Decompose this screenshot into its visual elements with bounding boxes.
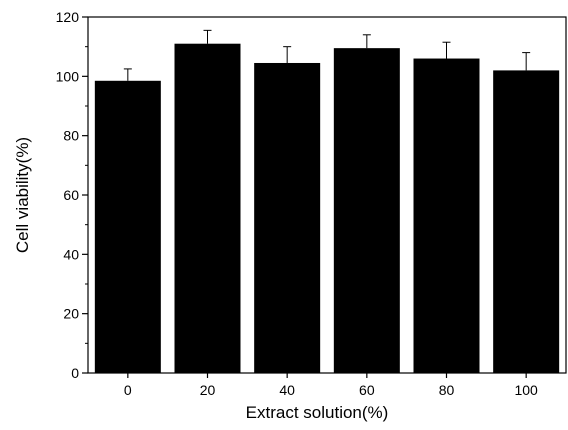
error-bars [123, 29, 531, 81]
x-axis-title: Extract solution(%) [246, 403, 389, 422]
bars [94, 43, 560, 374]
x-tick-label: 80 [439, 382, 455, 398]
y-tick-label: 60 [63, 187, 79, 203]
bar [254, 62, 321, 373]
y-tick-label: 40 [63, 246, 79, 262]
x-tick-label: 20 [200, 382, 216, 398]
x-tick-label: 0 [124, 382, 132, 398]
bar [174, 43, 241, 373]
bar [94, 80, 161, 374]
y-axis-title: Cell viability(%) [13, 137, 32, 253]
bar [493, 70, 560, 374]
x-tick-label: 60 [359, 382, 375, 398]
y-tick-label: 80 [63, 128, 79, 144]
bar [413, 58, 480, 374]
x-tick-label: 100 [514, 382, 538, 398]
y-tick-label: 120 [56, 9, 80, 25]
bar [333, 48, 400, 374]
y-tick-label: 20 [63, 306, 79, 322]
y-tick-label: 100 [56, 68, 80, 84]
y-axis: 0 20 40 60 80 100 120 [56, 9, 88, 381]
x-axis: 0 20 40 60 80 100 [124, 373, 538, 398]
x-tick-label: 40 [279, 382, 295, 398]
y-tick-label: 0 [71, 365, 79, 381]
